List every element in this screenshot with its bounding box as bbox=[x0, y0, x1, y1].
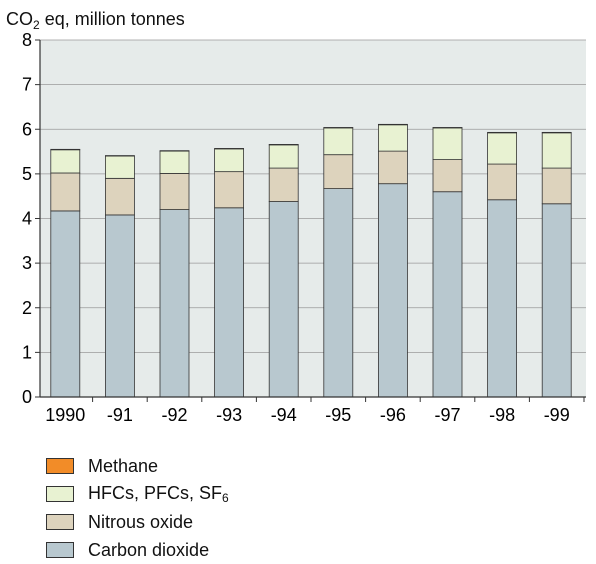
legend-label-carbon-dioxide: Carbon dioxide bbox=[88, 540, 209, 561]
x-tick-label: -91 bbox=[107, 405, 133, 425]
x-tick-label: -93 bbox=[216, 405, 242, 425]
y-tick-labels: 0 1 2 3 4 5 6 7 8 bbox=[22, 30, 40, 407]
x-tick-label: -94 bbox=[271, 405, 297, 425]
bar-segment bbox=[51, 211, 80, 397]
bar-segment bbox=[378, 184, 407, 397]
x-tick-label: -92 bbox=[161, 405, 187, 425]
bar-segment bbox=[215, 172, 244, 208]
legend-label-methane: Methane bbox=[88, 456, 158, 477]
x-tick-label: -99 bbox=[544, 405, 570, 425]
bar-segment bbox=[324, 128, 353, 155]
bar-segment bbox=[488, 164, 517, 200]
legend-label-nitrous-oxide: Nitrous oxide bbox=[88, 512, 193, 533]
y-tick-label: 6 bbox=[22, 119, 32, 139]
bar-segment bbox=[433, 192, 462, 397]
legend: Methane HFCs, PFCs, SF6 Nitrous oxide Ca… bbox=[46, 452, 229, 564]
y-tick-label: 2 bbox=[22, 298, 32, 318]
legend-swatch-methane bbox=[46, 458, 74, 474]
x-tick-label: -97 bbox=[434, 405, 460, 425]
bar-segment bbox=[269, 168, 298, 201]
bar-segment bbox=[215, 149, 244, 172]
bar-segment bbox=[433, 128, 462, 160]
bar-segment bbox=[160, 210, 189, 397]
y-tick-label: 0 bbox=[22, 387, 32, 407]
x-tick-label: -95 bbox=[325, 405, 351, 425]
bar-segment bbox=[269, 145, 298, 168]
bar-segment bbox=[542, 133, 571, 168]
legend-item-hfcs: HFCs, PFCs, SF6 bbox=[46, 480, 229, 508]
legend-swatch-hfcs bbox=[46, 486, 74, 502]
bar-segment bbox=[51, 150, 80, 173]
bar-segment bbox=[378, 151, 407, 184]
bar-segment bbox=[378, 125, 407, 151]
bar-segment bbox=[542, 204, 571, 397]
bar-segment bbox=[215, 208, 244, 397]
legend-item-nitrous-oxide: Nitrous oxide bbox=[46, 508, 229, 536]
bar-segment bbox=[488, 200, 517, 397]
legend-swatch-carbon-dioxide bbox=[46, 542, 74, 558]
bar-segment bbox=[542, 168, 571, 204]
chart: CO2 eq, million tonnes 0 1 2 3 4 5 6 7 8 1990 -91… bbox=[0, 0, 596, 450]
y-tick-label: 7 bbox=[22, 75, 32, 95]
bar-segment bbox=[105, 156, 134, 178]
x-tick-label: -98 bbox=[489, 405, 515, 425]
y-tick-label: 8 bbox=[22, 30, 32, 50]
x-tick-label: 1990 bbox=[45, 405, 85, 425]
x-tick-labels: 1990 -91 -92 -93 -94 -95 -96 -97 -98 -99 bbox=[45, 397, 584, 425]
y-tick-label: 1 bbox=[22, 342, 32, 362]
legend-item-methane: Methane bbox=[46, 452, 229, 480]
bar-segment bbox=[269, 202, 298, 397]
legend-swatch-nitrous-oxide bbox=[46, 514, 74, 530]
y-tick-label: 3 bbox=[22, 253, 32, 273]
y-axis-title: CO2 eq, million tonnes bbox=[6, 9, 185, 32]
y-tick-label: 5 bbox=[22, 164, 32, 184]
bar-segment bbox=[160, 151, 189, 173]
legend-label-hfcs: HFCs, PFCs, SF6 bbox=[88, 483, 229, 505]
bar-segment bbox=[160, 173, 189, 209]
bar-segment bbox=[51, 173, 80, 211]
x-tick-label: -96 bbox=[380, 405, 406, 425]
bar-segment bbox=[324, 189, 353, 397]
bar-segment bbox=[324, 155, 353, 189]
bar-segment bbox=[433, 160, 462, 192]
bar-segment bbox=[105, 178, 134, 215]
bar-segment bbox=[105, 215, 134, 397]
y-tick-label: 4 bbox=[22, 209, 32, 229]
bar-segment bbox=[488, 133, 517, 164]
